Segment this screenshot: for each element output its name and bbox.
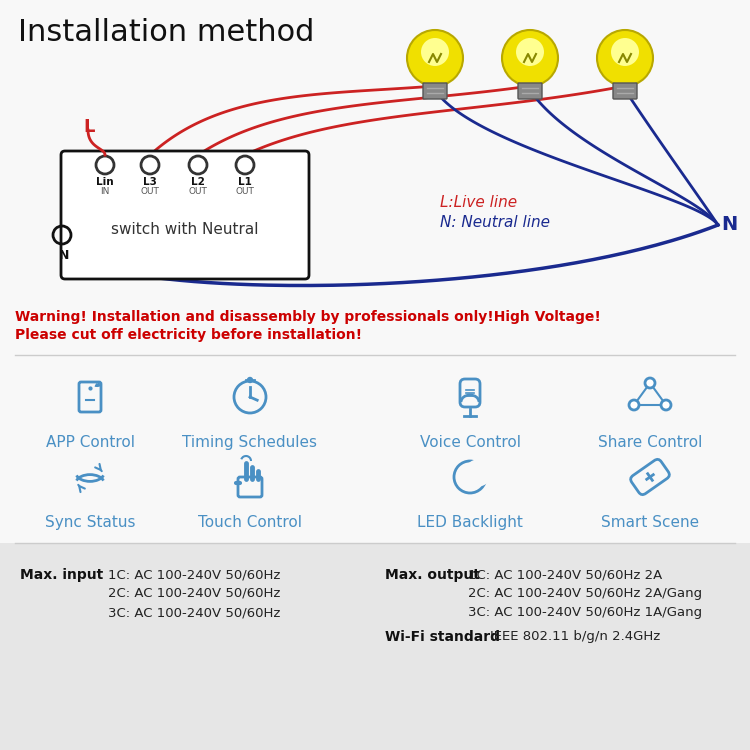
Text: OUT: OUT [188, 187, 208, 196]
Text: 2C: AC 100-240V 50/60Hz 2A/Gang: 2C: AC 100-240V 50/60Hz 2A/Gang [468, 587, 702, 600]
Text: Max. output: Max. output [385, 568, 480, 582]
Text: L1: L1 [238, 177, 252, 187]
Circle shape [629, 400, 639, 410]
Text: 1C: AC 100-240V 50/60Hz 2A: 1C: AC 100-240V 50/60Hz 2A [468, 568, 662, 581]
Text: APP Control: APP Control [46, 435, 134, 450]
Text: Sync Status: Sync Status [45, 515, 135, 530]
Circle shape [248, 377, 253, 382]
Text: Wi-Fi standard: Wi-Fi standard [385, 630, 500, 644]
Text: Touch Control: Touch Control [198, 515, 302, 530]
FancyBboxPatch shape [518, 83, 542, 99]
Text: L:Live line: L:Live line [440, 195, 518, 210]
Text: Timing Schedules: Timing Schedules [182, 435, 317, 450]
Text: Smart Scene: Smart Scene [601, 515, 699, 530]
Text: OUT: OUT [140, 187, 160, 196]
Circle shape [464, 460, 491, 487]
Text: IEEE 802.11 b/g/n 2.4GHz: IEEE 802.11 b/g/n 2.4GHz [490, 630, 660, 643]
Text: 2C: AC 100-240V 50/60Hz: 2C: AC 100-240V 50/60Hz [108, 587, 280, 600]
Text: LED Backlight: LED Backlight [417, 515, 523, 530]
Text: N: N [58, 249, 69, 262]
Circle shape [661, 400, 671, 410]
Text: N: N [721, 215, 737, 235]
Text: OUT: OUT [236, 187, 254, 196]
Text: N: Neutral line: N: Neutral line [440, 215, 550, 230]
FancyBboxPatch shape [613, 83, 637, 99]
Text: switch with Neutral: switch with Neutral [111, 223, 259, 238]
Text: Warning! Installation and disassembly by professionals only!High Voltage!: Warning! Installation and disassembly by… [15, 310, 601, 324]
Circle shape [645, 378, 655, 388]
Text: Lin: Lin [96, 177, 114, 187]
Circle shape [407, 30, 463, 86]
Circle shape [611, 38, 639, 66]
Text: 3C: AC 100-240V 50/60Hz: 3C: AC 100-240V 50/60Hz [108, 606, 280, 619]
Text: L: L [83, 118, 94, 136]
FancyBboxPatch shape [0, 543, 750, 750]
Circle shape [421, 38, 449, 66]
Circle shape [502, 30, 558, 86]
Circle shape [597, 30, 653, 86]
Text: L3: L3 [143, 177, 157, 187]
Text: 1C: AC 100-240V 50/60Hz: 1C: AC 100-240V 50/60Hz [108, 568, 280, 581]
Text: IN: IN [100, 187, 109, 196]
Text: Share Control: Share Control [598, 435, 702, 450]
Text: 3C: AC 100-240V 50/60Hz 1A/Gang: 3C: AC 100-240V 50/60Hz 1A/Gang [468, 606, 702, 619]
Text: Please cut off electricity before installation!: Please cut off electricity before instal… [15, 328, 362, 342]
Text: Max. input: Max. input [20, 568, 104, 582]
Circle shape [516, 38, 544, 66]
Text: Installation method: Installation method [18, 18, 314, 47]
FancyBboxPatch shape [61, 151, 309, 279]
Text: Voice Control: Voice Control [419, 435, 520, 450]
Text: L2: L2 [191, 177, 205, 187]
FancyBboxPatch shape [423, 83, 447, 99]
